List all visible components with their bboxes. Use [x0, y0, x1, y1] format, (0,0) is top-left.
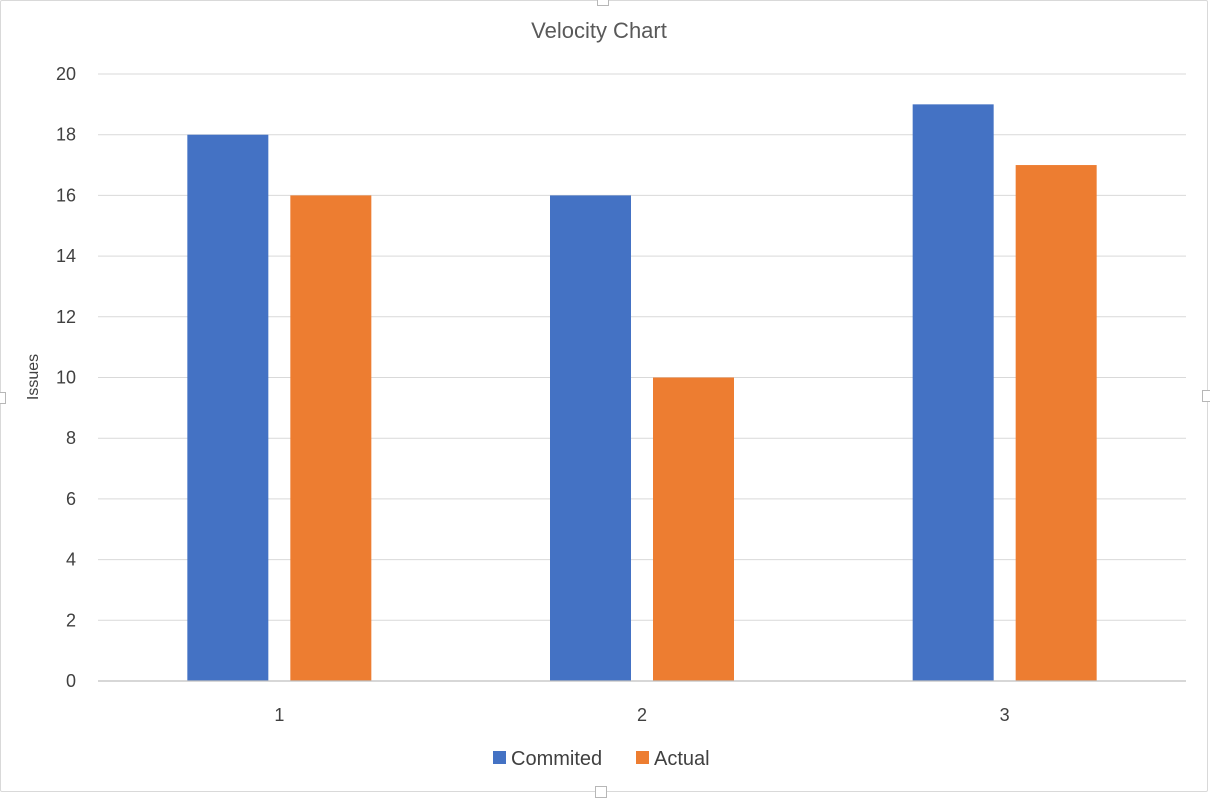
resize-handle-top[interactable]	[597, 0, 609, 6]
legend[interactable]: Commited Actual	[493, 748, 710, 770]
y-axis-tick-labels: 0 2 4 6 8 10 12 14 16 18 20	[56, 64, 76, 691]
bar-actual-2[interactable]	[653, 377, 734, 682]
legend-swatch-commited	[493, 751, 506, 764]
y-tick-label: 14	[56, 246, 76, 266]
y-tick-label: 12	[56, 307, 76, 327]
gridlines	[98, 73, 1186, 621]
legend-label: Actual	[654, 748, 710, 770]
bar-actual-1[interactable]	[290, 195, 372, 681]
x-axis-tick-labels: 1 2 3	[274, 705, 1009, 725]
x-tick-label: 3	[1000, 705, 1010, 725]
y-tick-label: 0	[66, 671, 76, 691]
y-tick-label: 6	[66, 489, 76, 509]
y-tick-label: 18	[56, 125, 76, 145]
legend-label: Commited	[511, 748, 602, 770]
chart-title: Velocity Chart	[531, 18, 667, 43]
y-tick-label: 8	[66, 428, 76, 448]
y-tick-label: 16	[56, 185, 76, 205]
resize-handle-left[interactable]	[0, 392, 6, 404]
bar-commited-1[interactable]	[187, 134, 269, 681]
y-tick-label: 10	[56, 368, 76, 388]
legend-swatch-actual	[636, 751, 649, 764]
bars	[187, 104, 1097, 682]
bar-commited-3[interactable]	[912, 104, 994, 682]
x-tick-label: 1	[274, 705, 284, 725]
legend-item-actual[interactable]: Actual	[636, 748, 710, 770]
y-tick-label: 20	[56, 64, 76, 84]
x-tick-label: 2	[637, 705, 647, 725]
y-tick-label: 2	[66, 610, 76, 630]
y-axis-title: Issues	[25, 354, 42, 400]
legend-item-commited[interactable]: Commited	[493, 748, 602, 770]
resize-handle-right[interactable]	[1202, 390, 1210, 402]
y-tick-label: 4	[66, 550, 76, 570]
bar-actual-3[interactable]	[1015, 165, 1097, 682]
bar-commited-2[interactable]	[550, 195, 631, 681]
